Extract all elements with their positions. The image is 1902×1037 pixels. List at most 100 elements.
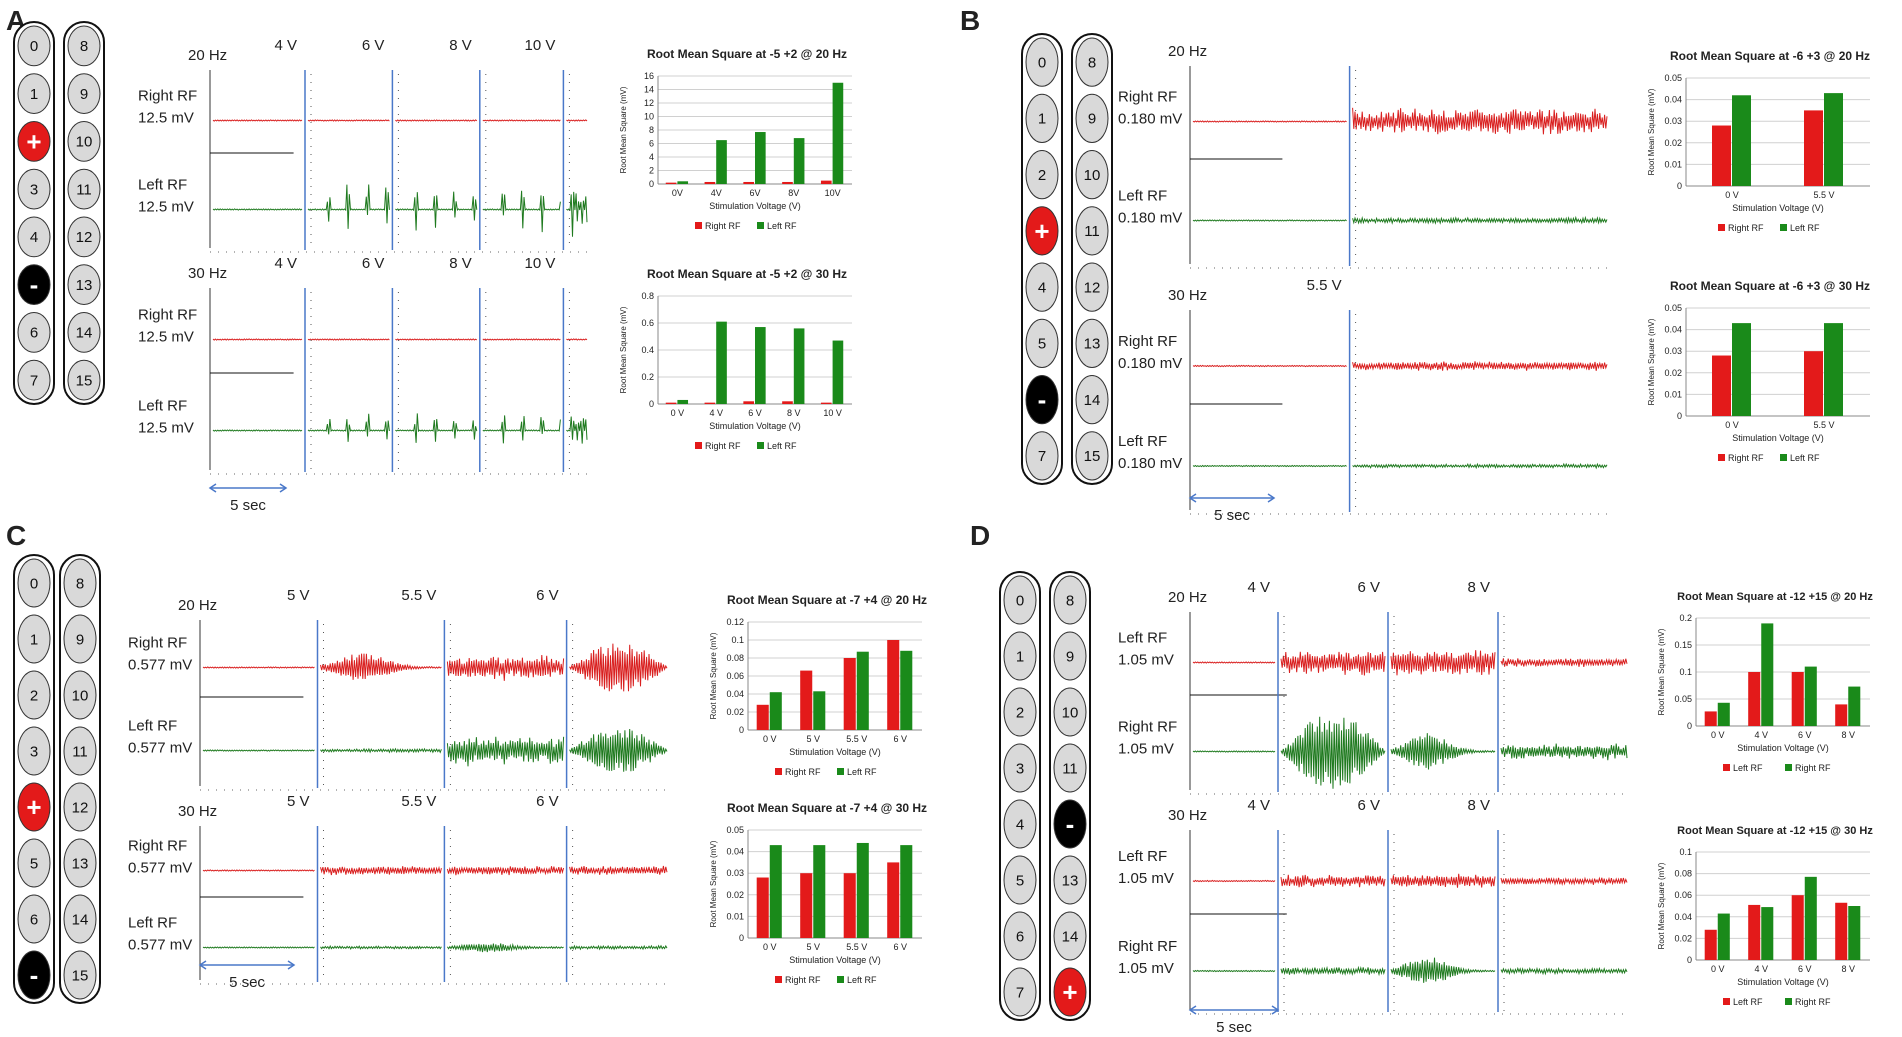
y-tick-label: 0 xyxy=(1687,955,1692,965)
y-tick-label: 0.05 xyxy=(1664,73,1682,83)
y-tick-label: 0 xyxy=(1687,721,1692,731)
scalebar-label: 5 sec xyxy=(1216,1019,1252,1036)
voltage-label: 4 V xyxy=(274,37,297,54)
electrode-column-right xyxy=(59,554,101,1004)
electrode-contact xyxy=(63,950,97,1000)
electrode-contact xyxy=(1025,37,1059,87)
emg-trace xyxy=(566,416,588,444)
electrode-contact xyxy=(1053,631,1087,681)
x-tick-label: 5.5 V xyxy=(846,942,867,952)
emg-trace xyxy=(1192,364,1347,368)
trace-scale: 0.180 mV xyxy=(1118,455,1182,472)
y-tick-label: 0.05 xyxy=(726,825,744,835)
bar xyxy=(743,181,754,184)
bar xyxy=(1835,902,1848,960)
trace-scale: 1.05 mV xyxy=(1118,870,1174,887)
electrode-column-left xyxy=(999,571,1041,1021)
trace-block-A-30Hz: 30 Hz 4 V 6 V 8 V 10 V Right RF 12.5 mV Left RF… xyxy=(138,255,590,475)
bar xyxy=(1804,110,1823,186)
electrode-label: - xyxy=(1066,809,1075,839)
electrode-contact xyxy=(1025,318,1059,368)
bar xyxy=(1717,702,1730,726)
electrode-label: + xyxy=(1034,216,1049,246)
panel-C: C xyxy=(6,520,26,551)
electrode-label: 14 xyxy=(72,911,89,928)
x-tick-label: 6 V xyxy=(893,734,907,744)
frequency-label: 20 Hz xyxy=(188,47,227,64)
trace-name: Right RF xyxy=(1118,938,1177,955)
trace-scale: 0.180 mV xyxy=(1118,355,1182,372)
legend-label: Right RF xyxy=(785,975,821,985)
electrode-label: 9 xyxy=(76,631,84,648)
legend-label: Left RF xyxy=(1733,997,1763,1007)
y-tick-label: 0.1 xyxy=(731,635,744,645)
bar xyxy=(856,842,869,938)
electrode-label: + xyxy=(26,792,41,822)
panel-letter: B xyxy=(960,5,980,36)
electrode-column-left xyxy=(1021,33,1063,485)
emg-trace xyxy=(482,119,561,122)
x-axis-label: Stimulation Voltage (V) xyxy=(1732,203,1824,213)
y-tick-label: 0.03 xyxy=(1664,346,1682,356)
emg-trace xyxy=(569,944,668,951)
trace-scale: 0.180 mV xyxy=(1118,111,1182,128)
x-tick-label: 6 V xyxy=(1798,730,1812,740)
bar xyxy=(1704,711,1717,726)
emg-trace xyxy=(1192,219,1347,222)
y-tick-label: 0.2 xyxy=(641,372,654,382)
electrode-label: 0 xyxy=(30,575,38,592)
y-axis-label: Root Mean Square (mV) xyxy=(619,86,628,173)
y-tick-label: 0 xyxy=(1677,411,1682,421)
electrode-label: - xyxy=(30,270,39,300)
emg-trace xyxy=(482,415,561,444)
voltage-label: 6 V xyxy=(362,37,385,54)
bar xyxy=(782,401,793,404)
frequency-label: 30 Hz xyxy=(1168,807,1207,824)
bar xyxy=(1848,906,1861,960)
electrode-label: 0 xyxy=(1038,54,1046,71)
emg-trace xyxy=(395,413,478,443)
y-tick-label: 0.03 xyxy=(726,868,744,878)
x-tick-label: 5.5 V xyxy=(1813,190,1834,200)
emg-trace xyxy=(1280,965,1386,977)
panel-D: D xyxy=(970,520,990,551)
bar xyxy=(769,692,782,730)
y-tick-label: 0.08 xyxy=(726,653,744,663)
electrode-label: 12 xyxy=(72,799,89,816)
voltage-label: 5 V xyxy=(287,587,310,604)
legend-swatch xyxy=(1780,224,1787,231)
emg-trace xyxy=(307,413,390,442)
emg-trace xyxy=(446,865,565,876)
electrode-label: 15 xyxy=(1084,448,1101,465)
voltage-label: 5 V xyxy=(287,793,310,810)
electrode-contact xyxy=(67,312,101,353)
rms-bar-chart: Root Mean Square at -6 +3 @ 20 Hz 0 0.01 0.… xyxy=(1647,49,1870,233)
legend-swatch xyxy=(775,976,782,983)
bar xyxy=(1732,323,1751,416)
voltage-label: 5.5 V xyxy=(401,587,436,604)
rms-bar-chart: Root Mean Square at -12 +15 @ 30 Hz 0 0.02… xyxy=(1657,825,1873,1007)
electrode-contact xyxy=(67,168,101,210)
electrode-label: 8 xyxy=(1088,54,1096,71)
emg-trace xyxy=(1390,873,1496,888)
x-tick-label: 6 V xyxy=(1798,964,1812,974)
bar xyxy=(665,402,677,404)
x-tick-label: 8 V xyxy=(787,408,801,418)
electrode-label: 10 xyxy=(1084,167,1101,184)
x-tick-label: 4 V xyxy=(1754,730,1768,740)
electrode-contact xyxy=(1003,855,1037,905)
electrode-contact xyxy=(67,359,101,401)
y-axis-label: Root Mean Square (mV) xyxy=(1647,318,1656,405)
electrode-label: 15 xyxy=(76,372,93,389)
x-tick-label: 5 V xyxy=(806,942,820,952)
scalebar-arrows xyxy=(198,960,296,970)
electrode-label: 0 xyxy=(30,38,38,55)
trace-block-A-20Hz: 20 Hz 4 V 6 V 8 V 10 V Right RF 12.5 mV Left RF… xyxy=(138,37,590,253)
y-tick-label: 0.04 xyxy=(1674,912,1692,922)
y-tick-label: 0.02 xyxy=(726,707,744,717)
trace-scale: 0.180 mV xyxy=(1118,210,1182,227)
electrode-array-D: 0 1 2 3 4 5 6 7 8 9 10 11 - 13 14 + xyxy=(999,571,1091,1021)
y-tick-label: 0.03 xyxy=(1664,116,1682,126)
electrode-label: - xyxy=(1038,385,1047,415)
electrode-label: 0 xyxy=(1016,592,1024,609)
